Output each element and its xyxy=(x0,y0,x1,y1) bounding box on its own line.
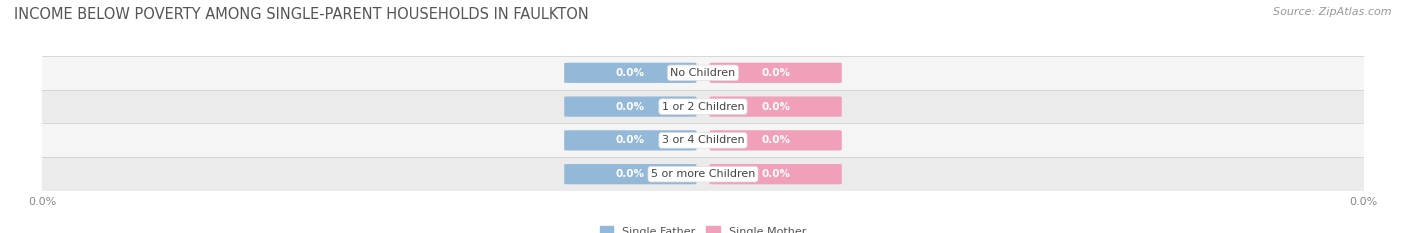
Text: 0.0%: 0.0% xyxy=(616,135,645,145)
FancyBboxPatch shape xyxy=(564,130,696,151)
FancyBboxPatch shape xyxy=(564,164,696,184)
Text: 1 or 2 Children: 1 or 2 Children xyxy=(662,102,744,112)
Bar xyxy=(42,56,1364,90)
FancyBboxPatch shape xyxy=(710,130,842,151)
Text: 5 or more Children: 5 or more Children xyxy=(651,169,755,179)
FancyBboxPatch shape xyxy=(564,63,696,83)
Text: 0.0%: 0.0% xyxy=(761,169,790,179)
FancyBboxPatch shape xyxy=(710,96,842,117)
Legend: Single Father, Single Mother: Single Father, Single Mother xyxy=(600,226,806,233)
FancyBboxPatch shape xyxy=(564,96,696,117)
Bar xyxy=(42,90,1364,123)
Text: INCOME BELOW POVERTY AMONG SINGLE-PARENT HOUSEHOLDS IN FAULKTON: INCOME BELOW POVERTY AMONG SINGLE-PARENT… xyxy=(14,7,589,22)
Text: 0.0%: 0.0% xyxy=(761,102,790,112)
Text: 0.0%: 0.0% xyxy=(761,68,790,78)
FancyBboxPatch shape xyxy=(710,164,842,184)
Bar xyxy=(42,157,1364,191)
Text: 0.0%: 0.0% xyxy=(761,135,790,145)
Text: Source: ZipAtlas.com: Source: ZipAtlas.com xyxy=(1274,7,1392,17)
Text: 0.0%: 0.0% xyxy=(616,102,645,112)
Text: No Children: No Children xyxy=(671,68,735,78)
Text: 0.0%: 0.0% xyxy=(616,68,645,78)
Text: 3 or 4 Children: 3 or 4 Children xyxy=(662,135,744,145)
FancyBboxPatch shape xyxy=(710,63,842,83)
Bar xyxy=(42,123,1364,157)
Text: 0.0%: 0.0% xyxy=(616,169,645,179)
